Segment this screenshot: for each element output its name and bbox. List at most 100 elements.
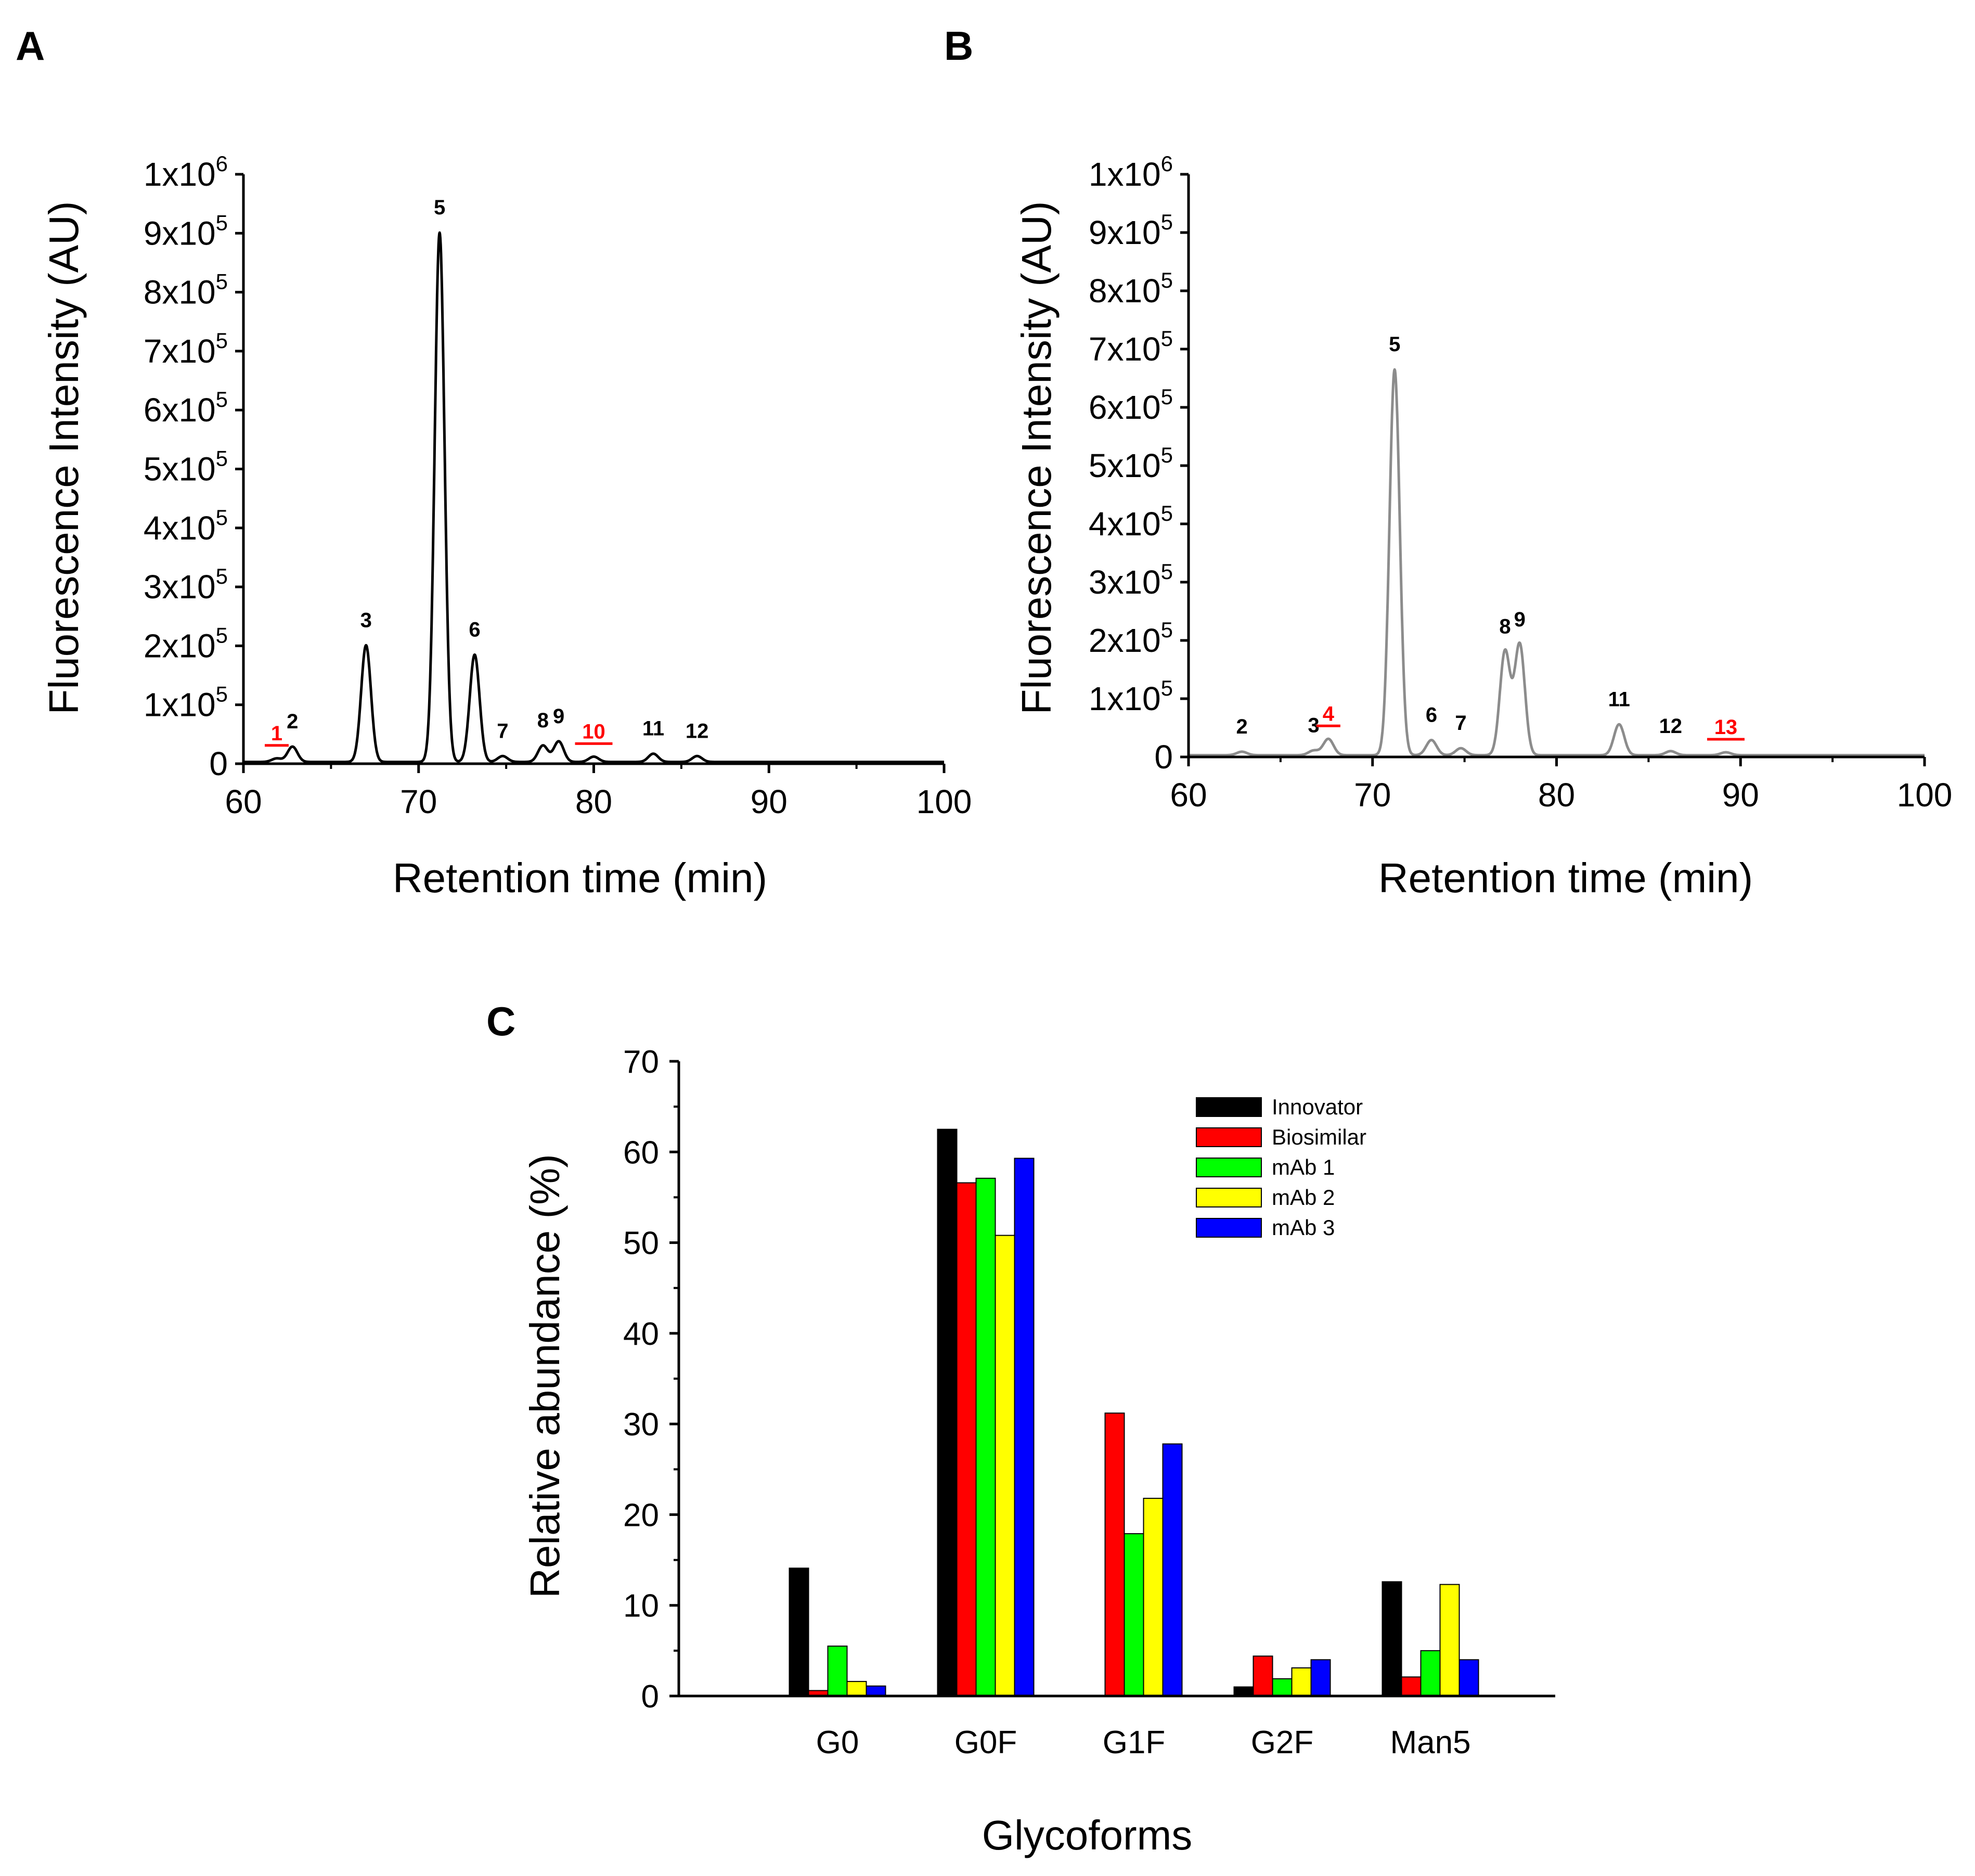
peak-label: 8 [537,709,549,732]
y-tick-label: 3x105 [144,564,228,606]
x-tick-label: 60 [225,783,262,820]
peak-label: 7 [1455,712,1466,735]
bar-mab-3-g0 [866,1685,886,1697]
x-category-label: Man5 [1390,1725,1470,1761]
peak-label: 5 [1389,333,1400,356]
panel-a: A 0 1x105 2x105 3x105 4x105 5x105 6x105 7x105 8x… [16,23,972,901]
panel-a-x-ticks: 60 70 80 90 100 [225,764,972,820]
peak-label: 10 [582,720,605,743]
y-tick-label: 30 [623,1407,659,1443]
legend-swatch [1196,1218,1262,1238]
bar-innovator-g0 [789,1567,809,1697]
panel-c-y-ticks: 0 10 20 30 40 50 60 70 [623,1044,679,1715]
legend-swatch [1196,1158,1262,1177]
y-tick-label: 1x105 [1089,676,1173,717]
y-tick-label: 2x105 [1089,618,1173,659]
y-tick-label: 5x105 [144,446,228,488]
bar-mab-2-g1f [1143,1498,1164,1697]
y-tick-label: 1x106 [144,151,228,193]
peak-label: 11 [1608,688,1630,711]
y-tick-label: 50 [623,1226,659,1262]
y-tick-label: 7x105 [144,328,228,370]
peak-label: 9 [553,705,564,728]
x-tick-label: 90 [1722,776,1759,814]
y-tick-label: 20 [623,1497,659,1533]
panel-letter-b: B [944,23,973,69]
bar-mab-2-g0 [846,1681,867,1697]
y-tick-label: 7x105 [1089,326,1173,368]
panel-a-y-ticks: 0 1x105 2x105 3x105 4x105 5x105 6x105 7x105 8x10… [144,151,243,782]
panel-a-x-label: Retention time (min) [393,855,767,901]
peak-label: 13 [1714,716,1738,739]
legend-label: mAb 3 [1272,1215,1335,1240]
panel-b-x-ticks: 60 70 80 90 100 [1170,757,1952,814]
peak-label: 6 [1426,704,1437,727]
peak-label: 3 [1308,714,1319,737]
panel-b: B 0 1x105 2x105 3x105 4x105 5x105 6x105 7x105 8x… [944,23,1952,901]
bar-innovator-g0f [937,1128,958,1697]
x-category-label: G0 [816,1725,859,1761]
y-tick-label: 0 [209,745,228,782]
x-category-label: G2F [1251,1725,1314,1761]
legend-swatch [1196,1188,1262,1207]
x-tick-label: 80 [1538,776,1575,814]
peak-label: 9 [1514,608,1526,631]
x-tick-label: 100 [916,783,972,820]
y-tick-label: 9x105 [1089,210,1173,251]
x-tick-label: 70 [1354,776,1391,814]
bar-mab-3-g1f [1162,1443,1183,1697]
peak-label: 4 [1323,702,1335,725]
y-tick-label: 70 [623,1044,659,1080]
bar-biosimilar-g0f [956,1182,977,1697]
y-tick-label: 5x105 [1089,443,1173,484]
peak-label: 11 [642,717,664,740]
y-tick-label: 6x105 [144,387,228,429]
bar-innovator-g2f [1233,1686,1254,1697]
panel-b-chromatogram-trace [1187,368,1926,757]
y-tick-label: 0 [1154,738,1173,776]
bar-biosimilar-g2f [1253,1655,1273,1697]
panel-c-x-ticks: G0 G0F G1F G2F Man5 [816,1725,1471,1761]
y-tick-label: 1x106 [1089,151,1173,193]
bar-biosimilar-g1f [1104,1412,1125,1697]
y-tick-label: 3x105 [1089,559,1173,601]
panel-c: C 0 10 20 30 40 50 60 70 G0 G0F G1F G2F Man5 Innova… [486,998,1555,1858]
peak-label: 6 [469,618,480,641]
peak-label: 7 [497,719,508,742]
y-tick-label: 10 [623,1588,659,1624]
panel-c-x-label: Glycoforms [982,1812,1193,1858]
bar-mab-1-man5 [1420,1650,1441,1697]
x-tick-label: 60 [1170,776,1207,814]
y-tick-label: 4x105 [1089,501,1173,543]
legend-swatch [1196,1127,1262,1147]
peak-label: 2 [1236,715,1247,738]
y-tick-label: 4x105 [144,505,228,547]
peak-label: 8 [1499,615,1511,638]
y-tick-label: 8x105 [1089,268,1173,310]
x-category-label: G0F [954,1725,1017,1761]
legend-label: mAb 1 [1272,1155,1335,1179]
panel-b-x-label: Retention time (min) [1378,855,1753,901]
panel-a-chromatogram-trace [242,231,945,764]
legend-label: Innovator [1272,1095,1363,1119]
peak-label: 12 [686,719,709,742]
y-tick-label: 60 [623,1135,659,1171]
legend-label: Biosimilar [1272,1125,1366,1149]
bar-mab-1-g1f [1124,1533,1144,1697]
bar-innovator-man5 [1382,1581,1402,1697]
peak-label: 3 [360,609,372,632]
y-tick-label: 9x105 [144,210,228,252]
panel-letter-a: A [16,23,45,69]
x-tick-label: 70 [400,783,437,820]
x-tick-label: 100 [1897,776,1953,814]
panel-a-y-label: Fluorescence Intensity (AU) [41,201,87,714]
x-tick-label: 80 [575,783,612,820]
peak-label: 2 [287,710,298,733]
bar-mab-2-g0f [995,1235,1015,1697]
bar-biosimilar-man5 [1401,1676,1422,1697]
bar-mab-1-g0 [827,1646,848,1697]
bar-mab-3-g2f [1310,1659,1331,1697]
bar-mab-1-g2f [1272,1678,1293,1697]
